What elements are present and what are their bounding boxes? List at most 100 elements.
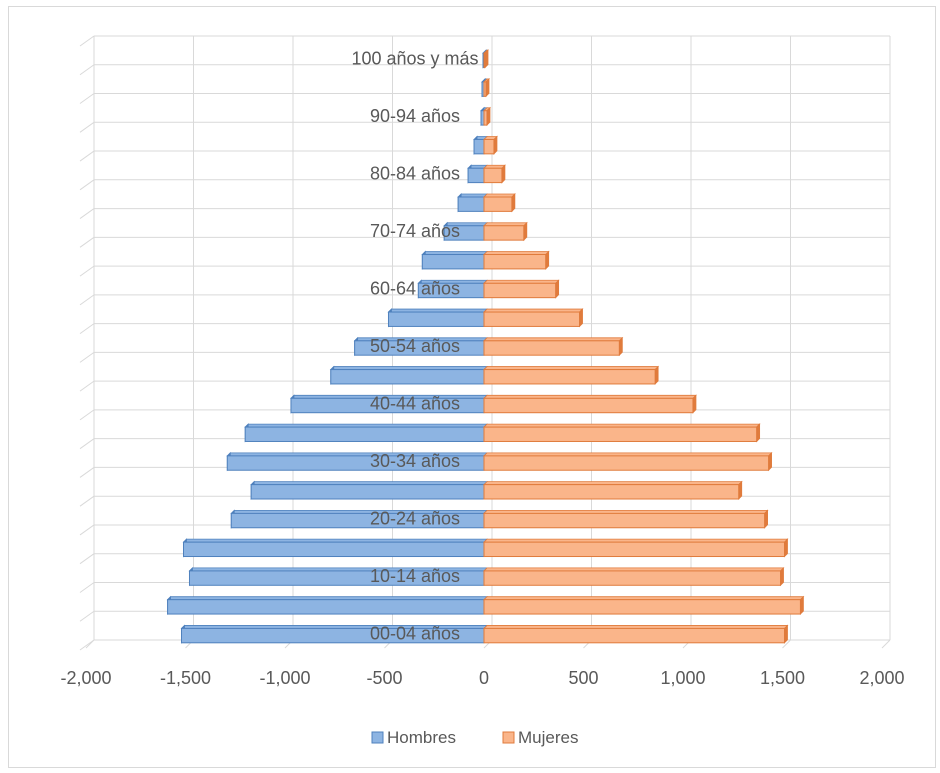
bar-front-face bbox=[483, 426, 758, 442]
bar-mujeres-3 bbox=[483, 538, 789, 558]
bar-front-face bbox=[483, 167, 503, 184]
x-tick-label-0: -2,000 bbox=[60, 668, 111, 688]
category-label-6: 30-34 años bbox=[370, 451, 460, 471]
bar-mujeres-12 bbox=[483, 279, 560, 299]
bar-mujeres-10 bbox=[483, 336, 624, 357]
side-wall-tick-17 bbox=[79, 150, 95, 162]
legend-swatch-hombres bbox=[371, 731, 384, 744]
side-wall-tick-19 bbox=[79, 93, 95, 104]
floor-tick-7 bbox=[782, 639, 791, 649]
bar-front-face bbox=[483, 369, 656, 385]
bar-front-face bbox=[387, 311, 485, 327]
floor-tick-8 bbox=[881, 639, 891, 649]
bar-front-face bbox=[483, 599, 801, 615]
bar-mujeres-18 bbox=[483, 106, 491, 127]
bar-mujeres-15 bbox=[483, 193, 516, 213]
side-wall-tick-5 bbox=[79, 495, 95, 507]
bar-hombres-3 bbox=[182, 538, 488, 558]
side-wall-tick-16 bbox=[79, 179, 95, 191]
bar-front-face bbox=[467, 167, 485, 184]
bar-mujeres-8 bbox=[483, 394, 697, 414]
bar-mujeres-19 bbox=[483, 77, 490, 98]
legend-label-hombres: Hombres bbox=[387, 728, 456, 747]
bar-mujeres-6 bbox=[483, 451, 773, 472]
legend-item-mujeres: Mujeres bbox=[502, 728, 578, 747]
side-wall-tick-0 bbox=[79, 639, 95, 651]
bars bbox=[166, 49, 805, 644]
population-pyramid-chart: 00-04 años 10-14 años 20-24 años 30-34 años… bbox=[60, 35, 905, 747]
bar-hombres-8 bbox=[290, 394, 488, 414]
bar-front-face bbox=[483, 340, 620, 356]
bar-mujeres-14 bbox=[483, 221, 528, 242]
bar-front-face bbox=[483, 397, 694, 414]
bar-front-face bbox=[250, 484, 485, 500]
bar-front-face bbox=[483, 52, 486, 69]
side-wall-tick-20 bbox=[79, 64, 95, 76]
bar-front-face bbox=[244, 426, 485, 442]
category-label-18: 90-94 años bbox=[370, 106, 460, 126]
side-wall-tick-2 bbox=[79, 582, 95, 593]
x-tick-label-8: 2,000 bbox=[859, 668, 904, 688]
bar-front-face bbox=[483, 541, 785, 558]
legend-swatch-mujeres bbox=[502, 731, 515, 744]
bar-front-face bbox=[483, 311, 581, 327]
chart-container: 00-04 años 10-14 años 20-24 años 30-34 años… bbox=[8, 6, 936, 768]
x-axis-tick-labels: -2,000 -1,500 -1,000 -500 0 500 1,000 1,500 2,00… bbox=[60, 668, 904, 688]
side-wall-tick-3 bbox=[79, 553, 95, 565]
side-wall-tick-11 bbox=[79, 323, 95, 335]
category-label-16: 80-84 años bbox=[370, 163, 460, 183]
side-wall-tick-12 bbox=[79, 294, 95, 306]
side-wall-tick-1 bbox=[79, 610, 95, 622]
bar-hombres-9 bbox=[329, 365, 488, 385]
side-wall-tick-4 bbox=[79, 524, 95, 536]
side-wall-tick-15 bbox=[79, 208, 95, 219]
side-wall-tick-8 bbox=[79, 409, 95, 421]
x-tick-label-2: -1,000 bbox=[259, 668, 310, 688]
bar-mujeres-17 bbox=[483, 135, 498, 155]
bar-hombres-1 bbox=[166, 595, 488, 616]
bar-front-face bbox=[483, 225, 525, 241]
bar-front-face bbox=[483, 455, 770, 471]
legend-item-hombres: Hombres bbox=[371, 728, 456, 747]
x-tick-label-6: 1,000 bbox=[660, 668, 705, 688]
side-wall-tick-18 bbox=[79, 121, 95, 133]
x-tick-label-4: 0 bbox=[479, 668, 489, 688]
side-wall-tick-10 bbox=[79, 351, 95, 363]
category-label-20: 100 años y más bbox=[351, 48, 478, 68]
side-wall-tick-14 bbox=[79, 236, 95, 248]
legend-label-mujeres: Mujeres bbox=[518, 728, 578, 747]
x-tick-label-3: -500 bbox=[366, 668, 402, 688]
bar-front-face bbox=[483, 484, 740, 500]
category-label-4: 20-24 años bbox=[370, 509, 460, 529]
x-tick-label-5: 500 bbox=[568, 668, 598, 688]
bar-mujeres-4 bbox=[483, 509, 769, 529]
side-wall-tick-7 bbox=[79, 438, 95, 450]
bar-mujeres-2 bbox=[483, 566, 785, 587]
bar-mujeres-7 bbox=[483, 423, 761, 443]
bar-mujeres-11 bbox=[483, 308, 584, 328]
bar-front-face bbox=[483, 254, 547, 270]
bar-hombres-5 bbox=[250, 480, 488, 500]
bar-front-face bbox=[483, 138, 495, 155]
bar-front-face bbox=[183, 541, 485, 558]
bar-front-face bbox=[483, 570, 782, 586]
bar-hombres-13 bbox=[421, 250, 488, 270]
bar-front-face bbox=[473, 138, 485, 155]
category-label-2: 10-14 años bbox=[370, 566, 460, 586]
category-label-12: 60-64 años bbox=[370, 278, 460, 298]
x-tick-label-7: 1,500 bbox=[760, 668, 805, 688]
x-tick-label-1: -1,500 bbox=[160, 668, 211, 688]
category-label-0: 00-04 años bbox=[370, 624, 460, 644]
bar-front-face bbox=[457, 196, 485, 212]
bar-hombres-15 bbox=[457, 193, 488, 213]
bar-front-face bbox=[483, 196, 513, 212]
bar-hombres-11 bbox=[387, 308, 488, 328]
legend: Hombres Mujeres bbox=[371, 728, 578, 747]
category-labels: 00-04 años 10-14 años 20-24 años 30-34 años… bbox=[351, 48, 478, 643]
side-wall-tick-21 bbox=[79, 35, 95, 47]
bar-hombres-6 bbox=[226, 451, 488, 472]
bar-hombres-16 bbox=[467, 164, 488, 184]
bar-hombres-12 bbox=[417, 279, 488, 299]
category-label-14: 70-74 años bbox=[370, 221, 460, 241]
bar-front-face bbox=[483, 282, 557, 299]
